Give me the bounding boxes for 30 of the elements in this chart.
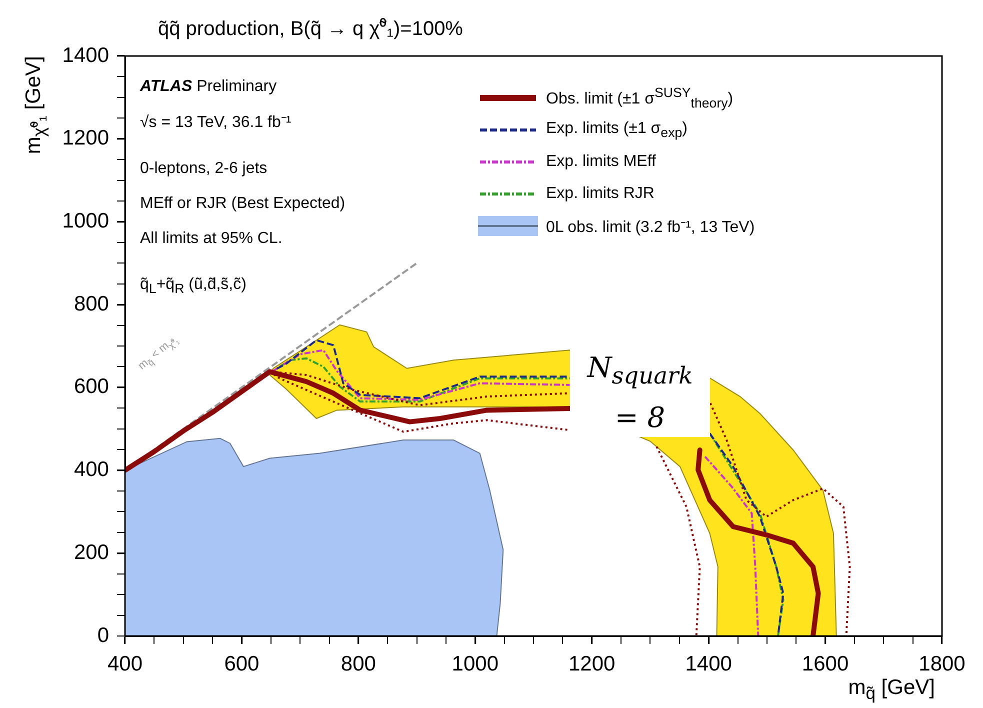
annotation: MEff or RJR (Best Expected) bbox=[140, 195, 346, 213]
y-tick-label: 800 bbox=[74, 292, 109, 316]
x-tick-label: 1000 bbox=[452, 652, 498, 676]
legend-label: Exp. limits (±1 σ$_{exp}$) bbox=[546, 120, 688, 140]
annotation: N$_{squark}$ = 8 bbox=[570, 345, 710, 437]
y-tick-label: 600 bbox=[74, 375, 109, 398]
legend-label: Exp. limits RJR bbox=[546, 185, 654, 203]
annotation: All limits at 95% CL. bbox=[140, 230, 282, 248]
x-tick-label: 400 bbox=[107, 652, 143, 676]
x-tick-label: 800 bbox=[340, 652, 376, 676]
y-tick-label: 400 bbox=[74, 458, 109, 482]
x-tick-label: 1400 bbox=[685, 652, 732, 676]
legend-label: 0L obs. limit (3.2 fb⁻¹, 13 TeV) bbox=[546, 218, 755, 237]
x-axis-title: m$_{q̃}$ [GeV] bbox=[848, 676, 935, 704]
x-tick-label: 1800 bbox=[918, 652, 966, 676]
y-tick-label: 1200 bbox=[62, 126, 109, 150]
annotation: √s = 13 TeV, 36.1 fb⁻¹ bbox=[140, 113, 292, 132]
annotation: ATLAS Preliminary bbox=[140, 78, 277, 96]
y-tick-label: 1000 bbox=[62, 210, 109, 233]
x-tick-label: 1200 bbox=[568, 652, 616, 676]
y-tick-label: 200 bbox=[74, 540, 109, 564]
annotation: 0-leptons, 2-6 jets bbox=[140, 160, 268, 178]
legend-label: Exp. limits MEff bbox=[546, 153, 656, 171]
chart-title: q̃q̃ production, B(q̃ → q χ̃⁰₁)=100% bbox=[158, 17, 463, 41]
x-tick-label: 600 bbox=[224, 652, 260, 676]
y-tick-label: 0 bbox=[97, 624, 109, 647]
x-tick-label: 1600 bbox=[802, 652, 849, 676]
legend-label: Obs. limit (±1 σ$^{SUSY}$$_{theory}$) bbox=[546, 85, 734, 111]
annotation: q̃$_{L}$+q̃$_{R}$ (ũ,d̃,s̃,c̃) bbox=[140, 276, 246, 296]
y-tick-label: 1400 bbox=[62, 44, 109, 67]
